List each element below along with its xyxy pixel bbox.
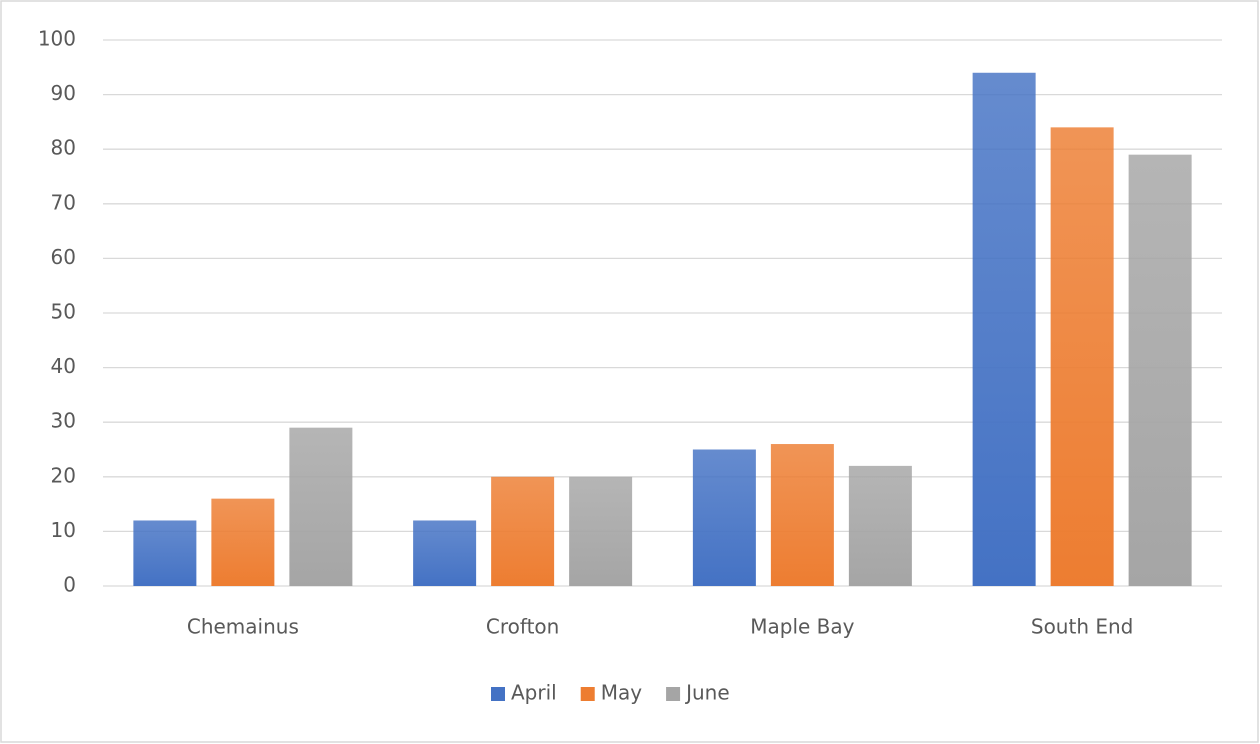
y-tick-label: 70	[51, 190, 76, 214]
x-tick-label: Chemainus	[187, 615, 299, 639]
bar	[972, 72, 1036, 586]
y-tick-label: 50	[51, 300, 76, 324]
bar	[1050, 127, 1114, 587]
legend-swatch	[491, 687, 505, 701]
bar	[1128, 154, 1192, 586]
y-tick-label: 60	[51, 245, 76, 269]
x-tick-label: South End	[1031, 615, 1134, 639]
bar	[692, 449, 756, 586]
y-tick-label: 80	[51, 136, 76, 160]
bar	[770, 444, 834, 586]
bar	[848, 465, 912, 586]
bar	[491, 476, 555, 586]
y-tick-label: 30	[51, 409, 76, 433]
legend-label: May	[601, 681, 643, 705]
y-tick-label: 10	[51, 518, 76, 542]
bar	[211, 498, 275, 586]
y-tick-label: 20	[51, 463, 76, 487]
y-tick-label: 100	[38, 27, 76, 51]
y-tick-label: 40	[51, 354, 76, 378]
y-tick-label: 90	[51, 81, 76, 105]
y-tick-label: 0	[63, 573, 76, 597]
legend-swatch	[580, 687, 595, 701]
x-tick-label: Crofton	[486, 615, 559, 639]
bar	[289, 427, 353, 586]
legend-swatch	[666, 687, 681, 701]
x-tick-label: Maple Bay	[750, 615, 854, 639]
bar	[413, 520, 477, 586]
legend-label: June	[684, 681, 730, 705]
bar	[133, 520, 197, 586]
legend-label: April	[511, 681, 557, 705]
bar	[569, 476, 633, 586]
